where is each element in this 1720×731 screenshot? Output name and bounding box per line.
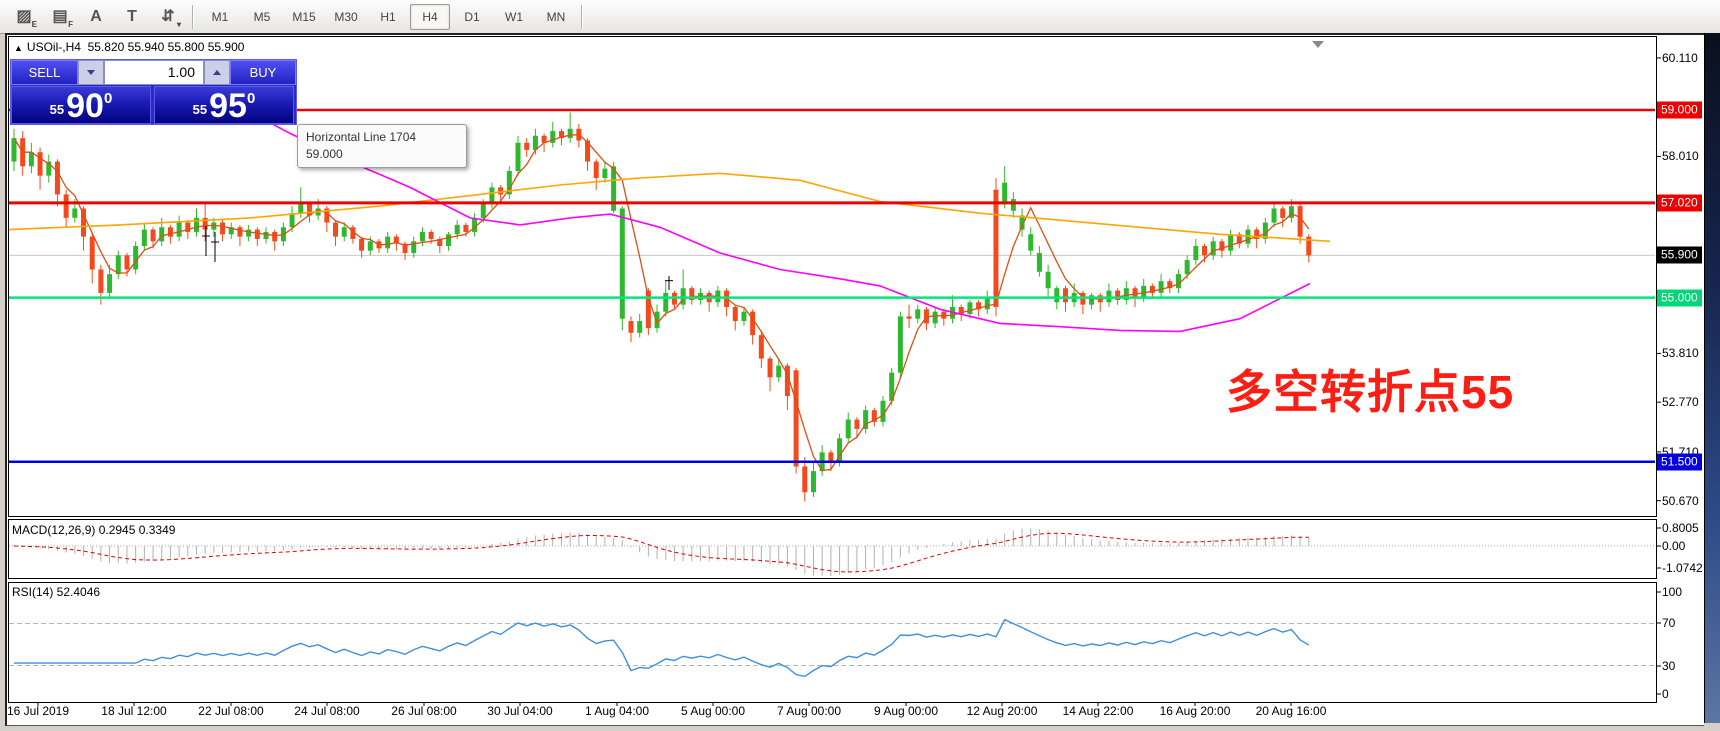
tf-button-m15[interactable]: M15: [292, 9, 316, 24]
volume-decrease-button[interactable]: [78, 60, 104, 85]
time-axis-label: 5 Aug 00:00: [680, 704, 746, 718]
time-axis-label: 1 Aug 04:00: [584, 704, 650, 718]
time-axis-label: 30 Jul 04:00: [487, 704, 553, 718]
arrange-icon[interactable]: ⇵ ▾: [161, 7, 181, 29]
rsi-axis-label: 0: [1662, 687, 1669, 701]
toolbar-separator-2: [581, 4, 582, 29]
textbox-icon: T: [127, 7, 137, 25]
price-axis-label: 60.110: [1662, 50, 1698, 65]
buy-price-panel[interactable]: 55 95 0: [154, 86, 294, 124]
tf-button-d1[interactable]: D1: [464, 9, 480, 24]
textbox-icon[interactable]: T: [116, 4, 148, 30]
grid-f-icon: ▤: [52, 7, 68, 25]
tf-button-m30[interactable]: M30: [334, 9, 358, 24]
draw-hatch-e-icon[interactable]: ▨ E: [16, 7, 37, 29]
tf-button-mn[interactable]: MN: [546, 9, 566, 24]
tooltip-title: Horizontal Line 1704: [306, 130, 417, 144]
symbol-ohlc-values: 55.820 55.940 55.800 55.900: [87, 40, 245, 54]
time-axis-label: 16 Jul 2019: [6, 704, 70, 718]
tool-icon-group: ▨ E ▤ F A T ⇵ ▾: [6, 4, 186, 30]
symbol-name: USOil-,H4: [26, 40, 81, 54]
collapse-arrow-icon[interactable]: ▲: [14, 43, 23, 53]
macd-indicator-label: MACD(12,26,9) 0.2945 0.3349: [12, 523, 176, 537]
tf-button-h4[interactable]: H4: [410, 3, 450, 30]
price-axis-label: 53.810: [1662, 346, 1699, 361]
macd-axis-label: 0.00: [1662, 539, 1686, 553]
text-label-icon: A: [90, 7, 102, 25]
ask-price-int: 55: [192, 102, 208, 117]
time-axis-label: 22 Jul 08:00: [198, 704, 264, 718]
buy-button[interactable]: BUY: [230, 60, 296, 85]
ask-price-main: 95: [209, 87, 247, 126]
time-axis-label: 7 Aug 00:00: [776, 704, 842, 718]
text-label-icon[interactable]: A: [80, 4, 112, 30]
tf-button-m1[interactable]: M1: [211, 9, 229, 24]
bid-price-int: 55: [49, 102, 65, 117]
price-tag-57.020: 57.020: [1657, 194, 1702, 212]
horizontal-line-tooltip: Horizontal Line 1704 59.000: [297, 124, 467, 168]
ask-price-pip: 0: [246, 90, 256, 107]
time-axis-label: 18 Jul 12:00: [101, 704, 167, 718]
price-axis-label: 52.770: [1662, 395, 1699, 410]
draw-hatch-e-icon: ▨: [16, 7, 32, 25]
tf-button-w1[interactable]: W1: [505, 9, 523, 24]
time-axis-label: 16 Aug 20:00: [1159, 704, 1231, 718]
bid-price-main: 90: [66, 87, 104, 126]
time-axis-label: 26 Jul 08:00: [391, 704, 457, 718]
one-click-trading-widget: SELL 1.00 BUY 55 90 0 55 95 0: [10, 59, 297, 125]
triangle-down-icon: [87, 70, 95, 75]
price-tag-55.900: 55.900: [1657, 246, 1702, 264]
timeframe-group: M1 M5 M15 M30 H1 H4 D1 W1 MN: [199, 3, 577, 30]
toolbar-separator: [192, 4, 193, 29]
chart-text-annotation[interactable]: 多空转折点55: [1226, 366, 1515, 418]
bid-price-pip: 0: [103, 90, 113, 107]
window-edge-strip: [1704, 33, 1720, 723]
price-axis-label: 58.010: [1662, 149, 1699, 164]
volume-increase-button[interactable]: [204, 60, 230, 85]
tf-button-m5[interactable]: M5: [253, 9, 271, 24]
macd-axis-label: -1.0742: [1662, 561, 1703, 575]
grid-f-icon[interactable]: ▤ F: [52, 7, 73, 29]
tf-button-h1[interactable]: H1: [380, 9, 396, 24]
sell-price-panel[interactable]: 55 90 0: [11, 86, 151, 124]
price-tag-55.000: 55.000: [1657, 289, 1702, 307]
sell-button[interactable]: SELL: [11, 60, 78, 85]
rsi-axis-label: 30: [1662, 659, 1676, 673]
price-axis-label: 50.670: [1662, 493, 1699, 508]
macd-axis-label: 0.8005: [1662, 521, 1699, 535]
triangle-up-icon: [213, 70, 221, 75]
toolbar: ▨ E ▤ F A T ⇵ ▾ M1 M5 M15 M30 H1 H4 D1 W1 MN: [0, 0, 1720, 34]
price-tag-59.000: 59.000: [1657, 101, 1702, 119]
time-axis-label: 24 Jul 08:00: [294, 704, 360, 718]
rsi-axis-label: 70: [1662, 616, 1676, 630]
tooltip-value: 59.000: [306, 147, 343, 161]
time-axis-label: 9 Aug 00:00: [873, 704, 939, 718]
time-axis-label: 14 Aug 22:00: [1062, 704, 1134, 718]
price-tag-51.500: 51.500: [1657, 453, 1702, 471]
arrange-icon: ⇵: [161, 7, 175, 25]
volume-input[interactable]: 1.00: [104, 60, 204, 85]
time-axis-label: 12 Aug 20:00: [966, 704, 1038, 718]
time-axis-label: 20 Aug 16:00: [1255, 704, 1327, 718]
rsi-axis-label: 100: [1662, 585, 1683, 599]
symbol-info-line[interactable]: ▲ USOil-,H4 55.820 55.940 55.800 55.900: [14, 40, 244, 54]
rsi-indicator-label: RSI(14) 52.4046: [12, 585, 101, 599]
